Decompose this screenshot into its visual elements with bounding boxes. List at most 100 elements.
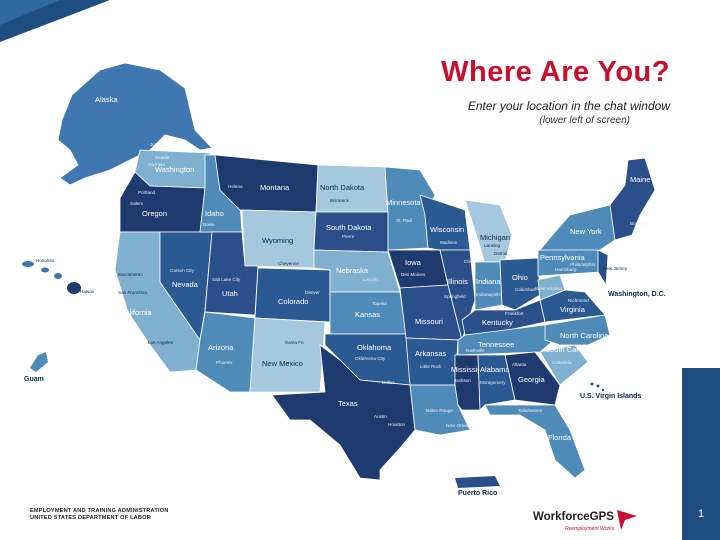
city-sacramento: Sacramento <box>118 272 143 277</box>
label-california: California <box>120 308 153 317</box>
slide-subtitle-hint: (lower left of screen) <box>539 115 630 126</box>
label-new-york: New York <box>570 227 602 236</box>
label-oregon: Oregon <box>142 209 167 218</box>
label-nebraska: Nebraska <box>336 266 369 275</box>
city-lansing: Lansing <box>484 243 501 248</box>
workforcegps-arrow-icon <box>617 510 637 530</box>
label-indiana: Indiana <box>476 277 501 286</box>
logo-tagline: Reemployment Works <box>565 526 615 532</box>
label-washington-dc: Washington, D.C. <box>608 291 666 298</box>
label-north-dakota: North Dakota <box>320 183 365 192</box>
state-new-jersey <box>597 249 609 287</box>
city-topeka: Topeka <box>372 301 387 306</box>
label-virginia: Virginia <box>560 305 586 314</box>
page-number-bar: 1 <box>682 368 720 540</box>
city-atlanta: Atlanta <box>512 362 527 367</box>
city-santa-fe: Santa Fe <box>285 340 304 345</box>
city-harrisburg: Harrisburg <box>555 267 577 272</box>
label-missouri: Missouri <box>415 317 443 326</box>
label-georgia: Georgia <box>518 375 546 384</box>
dol-logo: EMPLOYMENT AND TRAINING ADMINISTRATION U… <box>30 508 169 522</box>
state-alaska <box>57 62 213 186</box>
label-puerto-rico: Puerto Rico <box>458 490 497 497</box>
city-denver: Denver <box>305 290 320 295</box>
label-ohio: Ohio <box>512 273 528 282</box>
city-columbus: Columbus <box>515 287 536 292</box>
city-madison: Madison <box>440 240 458 245</box>
city-phoenix: Phoenix <box>216 360 233 365</box>
agency-line-1: EMPLOYMENT AND TRAINING ADMINISTRATION <box>30 508 169 514</box>
label-idaho: Idaho <box>205 209 224 218</box>
city-des-moines: Des Moines <box>401 272 426 277</box>
state-south-carolina <box>539 344 589 386</box>
label-texas: Texas <box>338 399 358 408</box>
label-west-virginia: West Virginia <box>535 286 562 291</box>
label-washington: Washington <box>155 165 194 174</box>
city-carson-city: Carson City <box>170 268 195 273</box>
slide-title: Where Are You? <box>441 56 670 88</box>
city-san-francisco: San Francisco <box>118 290 148 295</box>
label-montana: Montana <box>260 183 290 192</box>
city-juneau: Juneau <box>150 142 166 147</box>
state-alabama <box>477 354 516 411</box>
label-arizona: Arizona <box>208 343 234 352</box>
label-wyoming: Wyoming <box>262 236 293 245</box>
city-philadelphia: Philadelphia <box>570 262 595 267</box>
state-arizona <box>195 311 256 393</box>
label-illinois: Illinois <box>447 277 468 286</box>
city-helena: Helena <box>228 184 243 189</box>
city-pierre: Pierre <box>342 234 355 239</box>
city-boston: Boston <box>630 221 645 226</box>
label-maine: Maine <box>630 175 650 184</box>
label-minnesota: Minnesota <box>386 198 421 207</box>
state-new-mexico <box>249 317 326 393</box>
state-arkansas <box>405 337 459 386</box>
label-michigan: Michigan <box>480 233 510 242</box>
hawaii-islands <box>22 261 81 294</box>
label-colorado: Colorado <box>278 297 308 306</box>
label-south-dakota: South Dakota <box>326 223 372 232</box>
logo-name: WorkforceGPS <box>533 511 614 523</box>
city-salem: Salem <box>130 201 143 206</box>
workforcegps-logo: WorkforceGPS Reemployment Works <box>533 508 653 536</box>
city-salt-lake-city: Salt Lake City <box>212 277 241 282</box>
label-florida: Florida <box>548 433 572 442</box>
label-utah: Utah <box>222 289 238 298</box>
city-columbia: Columbia <box>552 360 572 365</box>
city-new-orleans: New Orleans <box>446 423 473 428</box>
city-montgomery: Montgomery <box>480 380 506 385</box>
label-nevada: Nevada <box>172 280 199 289</box>
state-indiana <box>474 261 503 311</box>
city-richmond: Richmond <box>568 298 589 303</box>
city-nashville: Nashville <box>466 348 485 353</box>
city-austin: Austin <box>374 414 387 419</box>
label-north-carolina: North Carolina <box>560 331 609 340</box>
city-dallas: Dallas <box>382 380 395 385</box>
city-olympia: Olympia <box>148 162 165 167</box>
territory-puerto-rico <box>455 476 500 488</box>
label-alaska: Alaska <box>95 95 118 104</box>
page-number: 1 <box>697 508 705 520</box>
label-new-jersey: New Jersey <box>603 266 628 271</box>
slide-subtitle: Enter your location in the chat window <box>467 99 670 113</box>
state-new-england <box>609 157 656 241</box>
state-georgia <box>504 351 561 406</box>
territory-guam <box>30 352 48 372</box>
label-hawaii: Hawaii <box>80 289 94 294</box>
city-tallahassee: Tallahassee <box>518 408 543 413</box>
label-tennessee: Tennessee <box>478 340 514 349</box>
city-portland: Portland <box>138 190 156 195</box>
agency-line-2: UNITED STATES DEPARTMENT OF LABOR <box>30 515 151 521</box>
city-cheyenne: Cheyenne <box>278 261 299 266</box>
state-south-dakota <box>313 211 389 253</box>
city-houston: Houston <box>388 422 406 427</box>
label-wisconsin: Wisconsin <box>430 225 464 234</box>
usvi-islands <box>590 382 605 392</box>
state-florida <box>484 404 586 479</box>
city-seattle: Seattle <box>155 155 170 160</box>
label-pennsylvania: Pennsylvania <box>540 253 585 262</box>
city-honolulu: Honolulu <box>36 258 55 263</box>
label-oklahoma: Oklahoma <box>357 343 392 352</box>
state-ohio <box>499 257 541 311</box>
label-kansas: Kansas <box>355 310 380 319</box>
